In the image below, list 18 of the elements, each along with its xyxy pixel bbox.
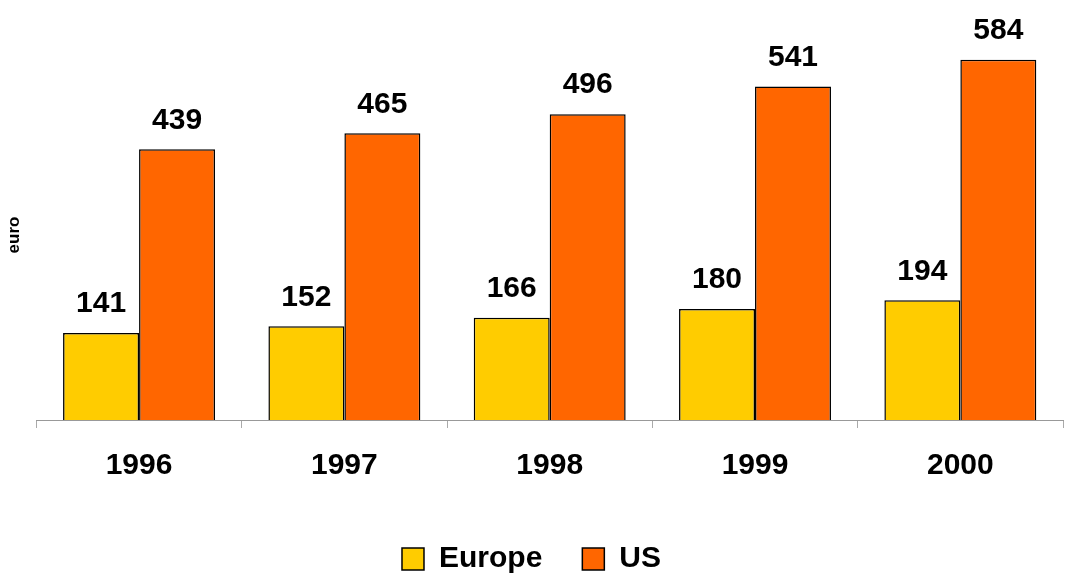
data-label: 439 [152, 101, 203, 135]
data-label: 541 [767, 38, 819, 72]
data-label: 584 [973, 12, 1024, 46]
data-label: 166 [486, 269, 537, 303]
x-tick-label: 1996 [105, 447, 173, 481]
legend-label: Europe [438, 540, 543, 574]
data-label: 194 [897, 252, 948, 286]
data-label: 152 [281, 278, 332, 312]
x-tick-label: 1999 [721, 447, 789, 481]
legend-label: US [619, 540, 662, 574]
x-tick-label: 1997 [311, 447, 378, 481]
x-tick-label: 2000 [926, 447, 994, 481]
data-label: 141 [76, 285, 127, 319]
data-label: 496 [562, 66, 613, 100]
data-label: 180 [692, 261, 743, 295]
x-tick-label: 1998 [516, 447, 584, 481]
y-axis-title: euro [3, 216, 23, 254]
data-label: 465 [357, 85, 408, 119]
